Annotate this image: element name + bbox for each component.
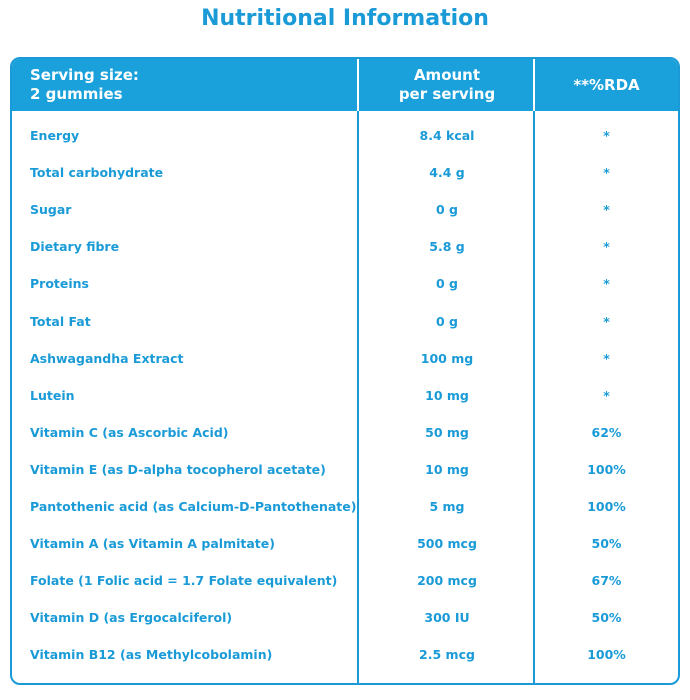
amount: 0 g	[436, 276, 458, 292]
rda: *	[603, 165, 610, 181]
nutrient-name: Vitamin A (as Vitamin A palmitate)	[30, 536, 275, 552]
amount: 10 mg	[425, 461, 469, 477]
header-line: 2 gummies	[30, 85, 123, 103]
column-divider	[357, 59, 359, 111]
nutrient-name: Vitamin B12 (as Methylcobolamin)	[30, 647, 273, 663]
header-line: Amount	[413, 66, 481, 84]
nutrient-name: Dietary fibre	[30, 239, 120, 255]
amount: 100 mg	[420, 350, 474, 366]
amount: 5.8 g	[429, 239, 465, 255]
column-divider	[357, 59, 359, 683]
amount: 10 mg	[425, 387, 469, 403]
column-divider	[533, 59, 535, 111]
header-cell: Serving size: 2 gummies	[30, 59, 350, 111]
rda: 67%	[591, 573, 622, 589]
rda: 50%	[591, 610, 622, 626]
nutrient-name: Total carbohydrate	[30, 165, 164, 181]
rda: 50%	[591, 536, 622, 552]
amount: 300 IU	[424, 610, 470, 626]
nutrient-name: Energy	[30, 128, 80, 143]
amount: 200 mcg	[417, 573, 477, 589]
nutrition-table: Serving size: 2 gummies Amount per serving *…	[10, 57, 680, 685]
rda: *	[603, 202, 610, 218]
nutrient-name: Lutein	[30, 387, 75, 403]
header-cell: **%RDA	[535, 59, 678, 111]
nutrient-name: Vitamin E (as D-alpha tocopherol acetate…	[30, 461, 326, 477]
nutrient-name: Vitamin D (as Ergocalciferol)	[30, 610, 233, 626]
amount: 4.4 g	[429, 165, 465, 181]
amount: 500 mcg	[417, 536, 477, 552]
amount: 0 g	[436, 202, 458, 218]
title: Nutritional Information	[201, 6, 489, 31]
rda: *	[603, 239, 610, 255]
nutrient-name: Ashwagandha Extract	[30, 350, 184, 366]
rda: *	[603, 313, 610, 329]
amount: 8.4 kcal	[419, 128, 475, 143]
nutrient-name: Pantothenic acid (as Calcium-D-Pantothen…	[30, 499, 357, 514]
table-header: Serving size: 2 gummies Amount per serving *…	[12, 59, 678, 111]
header-line: per serving	[398, 85, 496, 103]
amount: 0 g	[436, 313, 458, 329]
nutrient-name: Total Fat	[30, 313, 91, 329]
rda: 100%	[587, 647, 626, 663]
column-divider	[533, 59, 535, 683]
header-line: Serving size:	[30, 66, 139, 84]
rda: 100%	[587, 499, 626, 514]
header-cell: Amount per serving	[359, 59, 535, 111]
amount: 2.5 mcg	[419, 647, 475, 663]
rda: 62%	[591, 424, 622, 440]
rda: *	[603, 350, 610, 366]
nutrient-name: Sugar	[30, 202, 72, 218]
rda: *	[603, 276, 610, 292]
header-line: **%RDA	[573, 75, 640, 94]
nutrient-name: Folate (1 Folic acid = 1.7 Folate equiva…	[30, 573, 338, 589]
amount: 50 mg	[425, 424, 469, 440]
rda: *	[603, 387, 610, 403]
amount: 5 mg	[429, 499, 465, 514]
rda: *	[603, 128, 610, 143]
nutrient-name: Vitamin C (as Ascorbic Acid)	[30, 424, 229, 440]
rda: 100%	[587, 461, 626, 477]
nutrient-name: Proteins	[30, 276, 89, 292]
